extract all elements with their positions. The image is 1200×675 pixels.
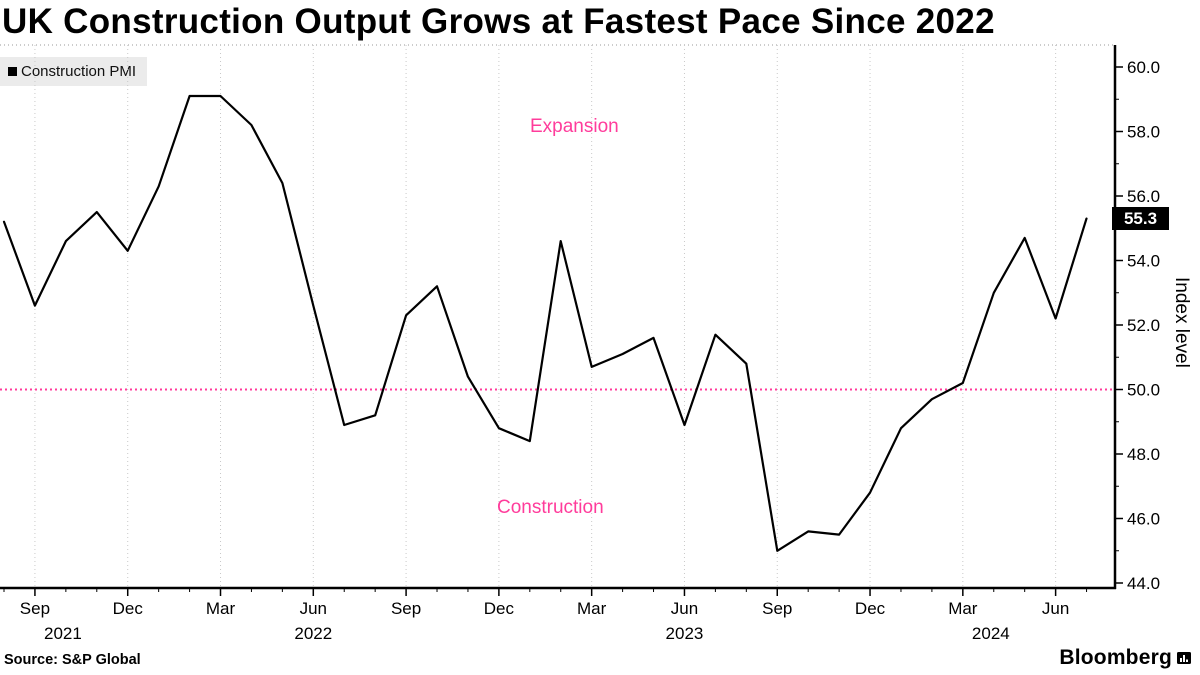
x-tick-label: Mar: [948, 599, 978, 618]
x-tick-label: Mar: [577, 599, 607, 618]
source-note: Source: S&P Global: [4, 652, 141, 668]
x-tick-label: Jun: [671, 599, 698, 618]
x-tick-label: Dec: [855, 599, 886, 618]
y-tick-label: 56.0: [1127, 187, 1160, 206]
bloomberg-logo: Bloomberg: [1059, 646, 1192, 670]
y-tick-label: 46.0: [1127, 510, 1160, 529]
x-tick-label: Sep: [762, 599, 792, 618]
bloomberg-wordmark: Bloomberg: [1059, 646, 1172, 669]
x-year-label: 2024: [972, 624, 1010, 643]
y-tick-label: 52.0: [1127, 316, 1160, 335]
x-tick-label: Sep: [20, 599, 50, 618]
legend-label: Construction PMI: [21, 63, 137, 80]
y-tick-label: 60.0: [1127, 58, 1160, 77]
legend: Construction PMI: [0, 57, 148, 86]
x-tick-label: Mar: [206, 599, 236, 618]
legend-swatch-icon: [8, 67, 17, 76]
bloomberg-bars-icon: [1177, 652, 1191, 664]
contraction-annotation: Construction: [497, 497, 604, 518]
x-tick-label: Dec: [113, 599, 144, 618]
x-tick-label: Sep: [391, 599, 421, 618]
y-tick-label: 58.0: [1127, 123, 1160, 142]
chart-title: UK Construction Output Grows at Fastest …: [2, 2, 995, 41]
last-value-badge: 55.3: [1112, 207, 1169, 230]
y-tick-label: 50.0: [1127, 381, 1160, 400]
x-year-label: 2023: [666, 624, 704, 643]
x-year-label: 2022: [294, 624, 332, 643]
x-tick-label: Dec: [484, 599, 515, 618]
y-tick-label: 54.0: [1127, 252, 1160, 271]
x-year-label: 2021: [44, 624, 82, 643]
pmi-series-line: [2, 94, 1088, 552]
x-tick-label: Jun: [300, 599, 327, 618]
expansion-annotation: Expansion: [530, 116, 619, 137]
y-axis-title: Index level: [1171, 276, 1192, 368]
x-tick-label: Jun: [1042, 599, 1069, 618]
y-tick-label: 44.0: [1127, 574, 1160, 593]
y-tick-label: 48.0: [1127, 445, 1160, 464]
